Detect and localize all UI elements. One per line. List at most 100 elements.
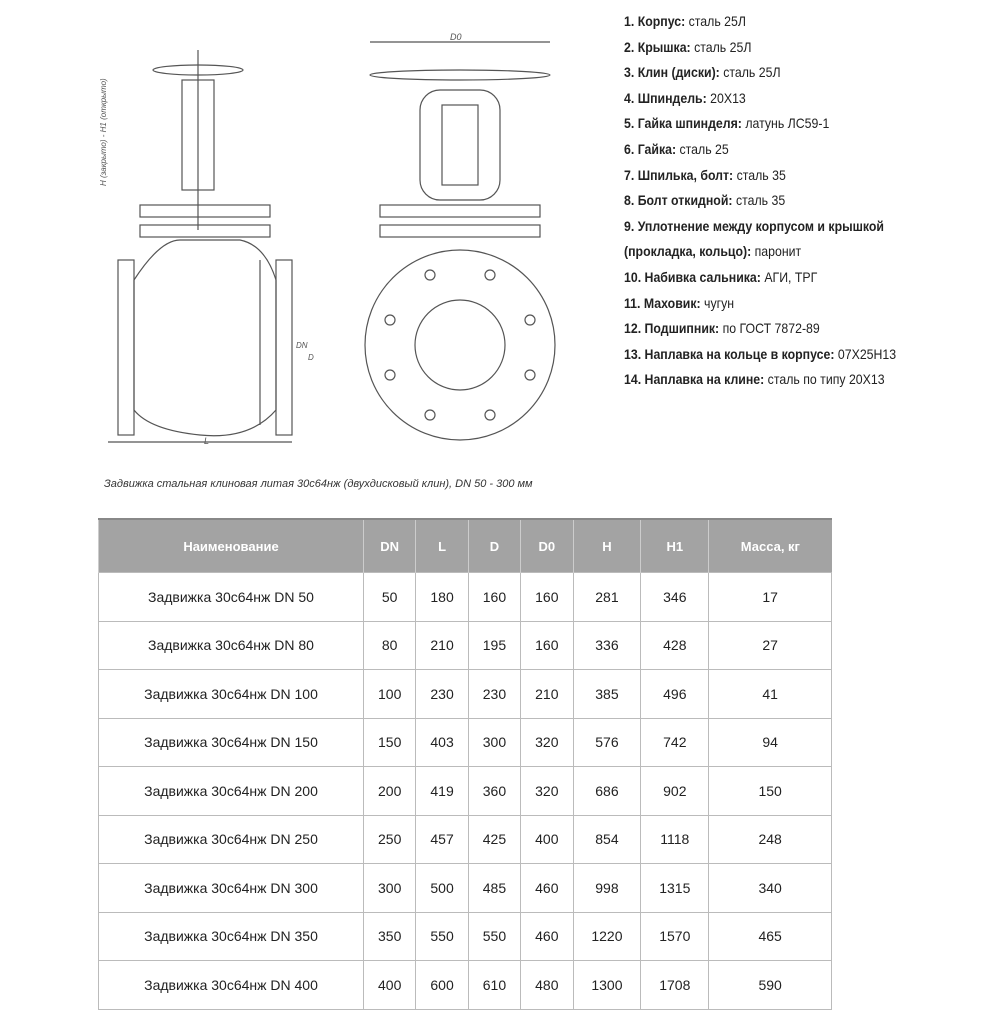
side-view-section	[108, 50, 293, 443]
table-cell: 230	[415, 669, 469, 719]
part-item: 14. Наплавка на клине: сталь по типу 20Х…	[624, 367, 896, 393]
part-name: 12. Подшипник:	[624, 320, 720, 337]
valve-technical-drawing: L H (закрыто) - H1 (открыто) D0 DN D	[100, 32, 556, 446]
table-cell: 300	[362, 863, 417, 913]
dim-dn: DN	[296, 341, 308, 350]
table-cell: Задвижка 30с64нж DN 250	[98, 814, 364, 864]
part-item: 8. Болт откидной: сталь 35	[624, 188, 896, 214]
part-material: сталь 35	[732, 192, 786, 209]
table-cell: Задвижка 30с64нж DN 150	[98, 717, 364, 767]
table-header-row: Наименование DN L D D0 H H1 Масса, кг	[98, 518, 832, 573]
table-row: Задвижка 30с64нж DN 300 300 500 485 460 998 13…	[98, 863, 832, 913]
table-cell: 465	[708, 911, 832, 961]
column-header: L	[415, 518, 469, 573]
table-cell: Задвижка 30с64нж DN 200	[98, 766, 364, 816]
part-item: (прокладка, кольцо): паронит	[624, 239, 896, 265]
part-item: 12. Подшипник: по ГОСТ 7872-89	[624, 316, 896, 342]
table-cell: 500	[415, 863, 469, 913]
table-row: Задвижка 30с64нж DN 80 80 210 195 160 336 428 2…	[98, 620, 832, 670]
part-material: чугун	[700, 294, 735, 311]
part-item: 9. Уплотнение между корпусом и крышкой	[624, 214, 896, 240]
table-cell: 150	[708, 766, 832, 816]
part-material: сталь 35	[733, 166, 786, 183]
column-header: DN	[362, 518, 416, 573]
table-cell: 428	[640, 620, 710, 670]
part-name: 6. Гайка:	[624, 140, 677, 157]
part-name: 11. Маховик:	[624, 294, 701, 311]
dim-h: H (закрыто) - H1 (открыто)	[100, 78, 108, 186]
table-cell: 17	[708, 572, 832, 622]
part-material: паронит	[751, 243, 802, 260]
part-material: латунь ЛС59-1	[741, 115, 830, 132]
table-cell: 854	[572, 814, 642, 864]
table-cell: 346	[640, 572, 710, 622]
table-cell: 485	[467, 863, 522, 913]
table-cell: 400	[520, 814, 574, 864]
part-name: (прокладка, кольцо):	[624, 243, 752, 260]
table-cell: 400	[362, 960, 417, 1010]
table-cell: 210	[415, 620, 469, 670]
table-cell: 998	[572, 863, 642, 913]
table-cell: Задвижка 30с64нж DN 50	[98, 572, 364, 622]
table-cell: 300	[467, 717, 522, 767]
table-cell: 457	[415, 814, 469, 864]
column-header: H1	[640, 518, 709, 573]
table-cell: 160	[520, 620, 574, 670]
dim-d0: D0	[450, 32, 462, 42]
table-cell: 248	[708, 814, 832, 864]
table-cell: 195	[467, 620, 522, 670]
table-cell: 94	[708, 717, 832, 767]
dim-l: L	[204, 436, 209, 446]
part-item: 11. Маховик: чугун	[624, 291, 896, 317]
table-cell: 1570	[640, 911, 710, 961]
table-row: Задвижка 30с64нж DN 250 250 457 425 400 854 11…	[98, 814, 832, 864]
table-cell: 360	[467, 766, 522, 816]
table-cell: 590	[708, 960, 832, 1010]
part-item: 2. Крышка: сталь 25Л	[624, 35, 896, 61]
table-cell: 281	[572, 572, 642, 622]
table-cell: 576	[572, 717, 642, 767]
table-row: Задвижка 30с64нж DN 150 150 403 300 320 576 74…	[98, 717, 832, 767]
table-cell: 1708	[640, 960, 710, 1010]
table-cell: 496	[640, 669, 710, 719]
table-cell: 350	[362, 911, 417, 961]
part-material: сталь 25Л	[719, 64, 781, 81]
column-header: H	[572, 518, 641, 573]
table-cell: 336	[572, 620, 642, 670]
part-material: 07Х25Н13	[834, 345, 897, 362]
table-cell: 425	[467, 814, 522, 864]
part-material: по ГОСТ 7872-89	[719, 320, 820, 337]
part-item: 5. Гайка шпинделя: латунь ЛС59-1	[624, 111, 896, 137]
table-cell: Задвижка 30с64нж DN 80	[98, 620, 364, 670]
column-header: D	[467, 518, 521, 573]
table-cell: 385	[572, 669, 642, 719]
table-cell: 902	[640, 766, 710, 816]
front-view	[364, 41, 556, 441]
part-item: 7. Шпилька, болт: сталь 35	[624, 163, 896, 189]
column-header: Масса, кг	[708, 518, 832, 573]
part-name: 4. Шпиндель:	[624, 89, 707, 106]
table-cell: 340	[708, 863, 832, 913]
part-item: 1. Корпус: сталь 25Л	[624, 9, 896, 35]
part-name: 9. Уплотнение между корпусом и крышкой	[624, 217, 884, 234]
table-cell: 150	[362, 717, 417, 767]
table-row: Задвижка 30с64нж DN 350 350 550 550 460 1220 1…	[98, 911, 832, 961]
table-cell: Задвижка 30с64нж DN 350	[98, 911, 364, 961]
table-cell: 160	[520, 572, 574, 622]
part-item: 10. Набивка сальника: АГИ, ТРГ	[624, 265, 896, 291]
part-name: 1. Корпус:	[624, 13, 686, 29]
table-cell: 41	[708, 669, 832, 719]
part-name: 2. Крышка:	[624, 38, 691, 55]
part-material: сталь 25	[676, 140, 729, 157]
table-cell: 200	[362, 766, 417, 816]
table-cell: 160	[467, 572, 522, 622]
table-cell: 742	[640, 717, 710, 767]
column-header: Наименование	[98, 518, 364, 573]
part-item: 13. Наплавка на кольце в корпусе: 07Х25Н…	[624, 342, 896, 368]
part-material: сталь 25Л	[685, 13, 746, 29]
table-cell: 1315	[640, 863, 710, 913]
part-name: 13. Наплавка на кольце в корпусе:	[624, 345, 835, 362]
table-row: Задвижка 30с64нж DN 400 400 600 610 480 1300 1…	[98, 960, 832, 1010]
table-cell: Задвижка 30с64нж DN 400	[98, 960, 364, 1010]
table-cell: 1300	[572, 960, 642, 1010]
